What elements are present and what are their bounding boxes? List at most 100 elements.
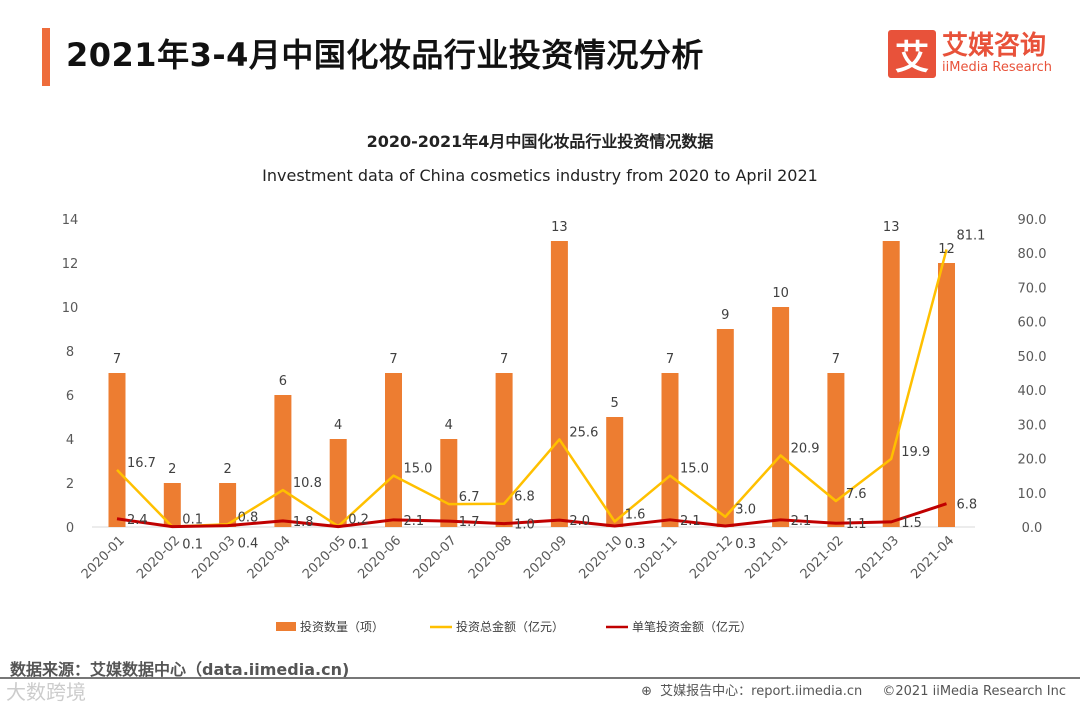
bar [274,395,292,527]
bar-value-label: 13 [551,220,568,235]
left-tick-label: 2 [66,477,74,492]
data-source: 数据来源：艾媒数据中心（data.iimedia.cn) [10,660,350,679]
bar [108,373,126,527]
x-tick-label: 2020-10 [577,533,626,582]
x-tick-label: 2020-12 [687,533,736,582]
single-amount-label: 1.5 [901,516,922,531]
total-amount-label: 15.0 [404,462,433,477]
copyright: ©2021 iiMedia Research Inc [882,684,1066,699]
bar-value-label: 10 [772,286,789,301]
right-tick-label: 0.0 [1022,521,1043,536]
legend-label-count: 投资数量（项） [300,619,384,634]
total-amount-label: 10.8 [293,476,322,491]
x-tick-label: 2021-02 [798,533,847,582]
single-amount-label: 0.3 [625,537,646,552]
bar-value-label: 4 [334,418,342,433]
single-amount-label: 0.1 [182,538,203,553]
total-amount-label: 1.6 [625,508,646,523]
single-amount-label: 2.1 [791,514,812,529]
total-amount-line [116,249,948,528]
bar [716,329,734,527]
total-amount-label: 7.6 [846,487,867,502]
left-tick-label: 8 [66,345,74,360]
right-tick-label: 70.0 [1018,281,1047,296]
right-tick-label: 10.0 [1018,487,1047,502]
legend-label-total: 投资总金额（亿元） [456,619,564,634]
bar [163,483,181,527]
total-amount-label: 6.8 [514,490,535,505]
chart-title: 2020-2021年4月中国化妆品行业投资情况数据 [367,132,714,151]
total-amount-label: 0.1 [182,513,203,528]
left-tick-label: 6 [66,389,74,404]
bar [550,241,568,527]
bar [772,307,790,527]
x-tick-label: 2020-02 [134,533,183,582]
single-amount-label: 2.0 [569,514,590,529]
single-amount-label: 1.8 [293,515,314,530]
single-amount-label: 1.1 [846,517,867,532]
single-amount-line [116,502,947,529]
bar-value-label: 7 [113,352,121,367]
x-tick-label: 2020-09 [521,533,570,582]
investment-chart: 2020-2021年4月中国化妆品行业投资情况数据 Investment dat… [62,132,1047,634]
bar [219,483,237,527]
bar-value-label: 2 [223,462,231,477]
right-tick-label: 40.0 [1018,384,1047,399]
single-amount-label: 0.3 [735,537,756,552]
x-tick-label: 2021-03 [853,533,902,582]
total-amount-label: 3.0 [735,503,756,518]
report-center-link[interactable]: 艾媒报告中心：report.iimedia.cn [660,684,863,699]
left-tick-label: 12 [62,257,79,272]
logo-en: iiMedia Research [942,60,1053,75]
bar-value-label: 2 [168,462,176,477]
total-amount-label: 19.9 [901,445,930,460]
single-amount-label: 2.1 [404,514,425,529]
footer-divider [0,677,1080,679]
total-amount-label: 25.6 [569,425,598,440]
x-tick-label: 2020-01 [79,533,128,582]
single-amount-label: 2.1 [680,514,701,529]
total-amount-label: 6.7 [459,490,480,505]
legend-label-single: 单笔投资金额（亿元） [632,619,752,634]
globe-icon: ⊕ [641,684,653,699]
bar-value-label: 6 [279,374,287,389]
right-tick-label: 30.0 [1018,418,1047,433]
bar-value-label: 12 [938,242,955,257]
footer-info: ⊕ 艾媒报告中心：report.iimedia.cn ©2021 iiMedia… [637,680,1066,699]
chart-subtitle: Investment data of China cosmetics indus… [262,166,818,185]
bar-value-label: 13 [883,220,900,235]
single-amount-label: 0.4 [238,537,259,552]
watermark: 大数跨境 [6,680,86,704]
bar [440,439,458,527]
legend-swatch-count [276,622,296,631]
bar-value-label: 7 [666,352,674,367]
x-tick-label: 2021-04 [908,533,957,582]
iimedia-logo: 艾 艾媒咨询 iiMedia Research [888,30,1052,78]
bar [661,373,679,527]
bar [827,373,845,527]
total-amount-label: 20.9 [791,441,820,456]
bar [606,417,624,527]
left-tick-label: 10 [62,301,79,316]
left-tick-label: 4 [66,433,74,448]
single-amount-label: 6.8 [957,498,978,513]
bar [385,373,402,527]
single-amount-label: 1.0 [514,518,535,533]
bar [938,263,955,527]
logo-mark: 艾 [888,30,936,78]
single-amount-label: 1.7 [459,515,480,530]
left-tick-label: 14 [62,213,79,228]
single-amount-label: 0.1 [348,538,369,553]
logo-cn: 艾媒咨询 [942,31,1047,61]
right-tick-label: 90.0 [1018,213,1047,228]
right-tick-label: 20.0 [1018,453,1047,468]
x-tick-label: 2020-05 [300,533,349,582]
bar [329,439,347,527]
bar [495,373,513,527]
total-amount-label: 0.8 [238,510,259,525]
bar-value-label: 7 [389,352,397,367]
bar-value-label: 4 [445,418,453,433]
title-accent-bar [42,28,50,86]
total-amount-label: 0.2 [348,512,369,527]
page-title: 2021年3-4月中国化妆品行业投资情况分析 [66,36,704,74]
